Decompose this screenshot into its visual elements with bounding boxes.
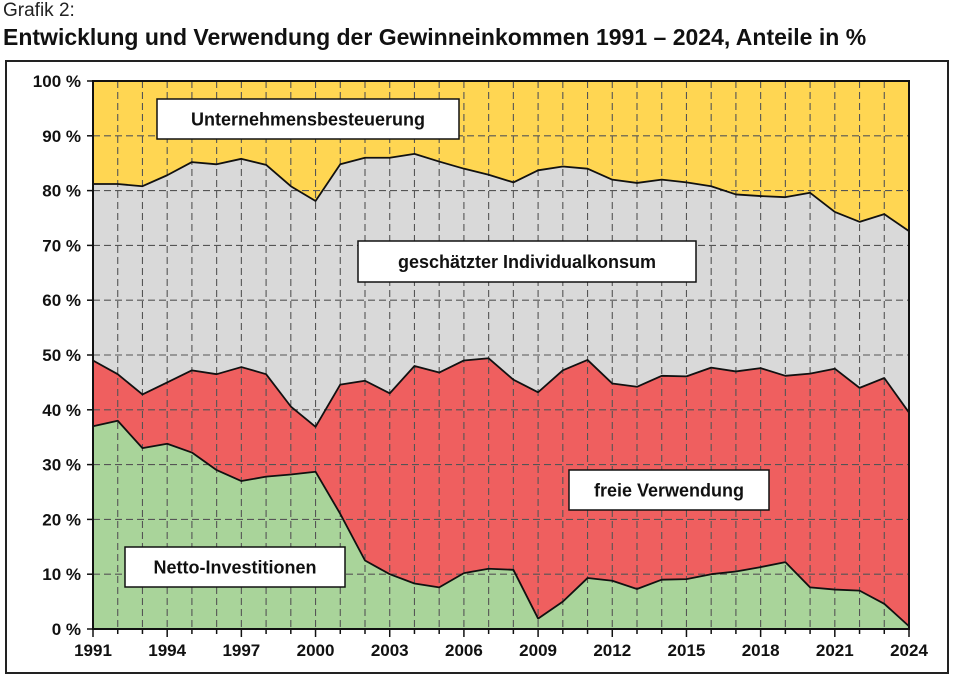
y-tick-label: 40 % [42,401,81,420]
y-tick-label: 80 % [42,182,81,201]
chart-pretitle: Grafik 2: [3,0,75,22]
y-tick-label: 50 % [42,346,81,365]
chart-frame: 0 % 10 % 20 % 30 % 40 % 50 % 60 % 70 % 80 % 90 % 1… [5,60,949,674]
area-chart: 0 % 10 % 20 % 30 % 40 % 50 % 60 % 70 % 80 % 90 % 1… [7,62,947,672]
chart-title: Entwicklung und Verwendung der Gewinnein… [3,24,866,51]
y-tick-label: 30 % [42,456,81,475]
series-label-unternehmensbesteuerung: Unternehmensbesteuerung [191,110,425,130]
x-tick-label: 1991 [74,641,112,660]
y-tick-label: 0 % [52,620,81,639]
series-label-individualkonsum: geschätzter Individualkonsum [398,252,656,272]
x-tick-label: 2000 [297,641,335,660]
series-label-freie-verwendung: freie Verwendung [594,481,744,501]
x-tick-label: 2021 [816,641,854,660]
x-tick-label: 2015 [668,641,706,660]
y-tick-label: 100 % [33,72,81,91]
y-tick-label: 60 % [42,291,81,310]
y-tick-label: 70 % [42,236,81,255]
x-tick-label: 1997 [222,641,260,660]
x-tick-label: 2006 [445,641,483,660]
y-tick-label: 10 % [42,565,81,584]
x-tick-label: 2009 [519,641,557,660]
series-label-netto-investitionen: Netto-Investitionen [153,558,316,578]
x-tick-label: 1994 [148,641,186,660]
x-tick-label: 2024 [890,641,928,660]
y-tick-label: 20 % [42,510,81,529]
x-tick-label: 2003 [371,641,409,660]
x-tick-label: 2018 [742,641,780,660]
x-tick-label: 2012 [593,641,631,660]
y-tick-label: 90 % [42,127,81,146]
